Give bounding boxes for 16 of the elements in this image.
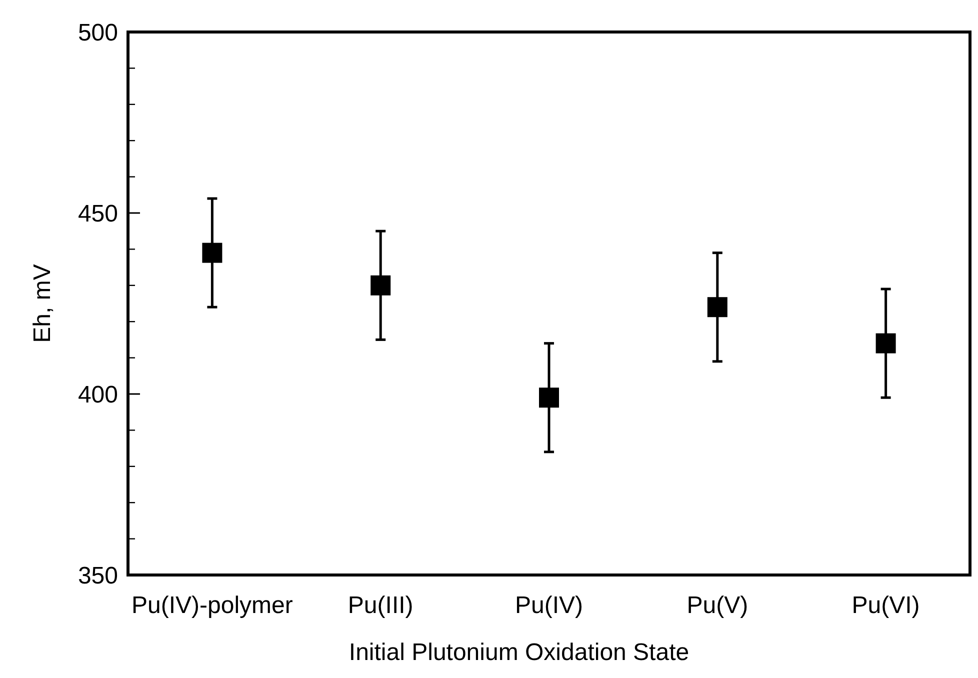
- point: [707, 297, 728, 318]
- x-axis-title: Initial Plutonium Oxidation State: [348, 639, 690, 666]
- x-tick-label: Pu(III): [348, 592, 414, 619]
- x-tick-label: Pu(IV)-polymer: [132, 592, 293, 619]
- point: [876, 333, 896, 354]
- y-tick-label: 450: [78, 200, 118, 228]
- point: [539, 388, 559, 408]
- y-tick-label: 400: [78, 381, 118, 408]
- x-tick-label: Pu(IV): [514, 592, 584, 619]
- y-axis-title: Eh, mV: [29, 264, 56, 343]
- y-tick-label: 500: [78, 19, 118, 46]
- point: [370, 275, 391, 296]
- y-tick-label: 350: [78, 562, 118, 590]
- point: [202, 242, 222, 263]
- x-tick-label: Pu(V): [686, 592, 748, 619]
- x-tick-label: Pu(VI): [852, 592, 920, 619]
